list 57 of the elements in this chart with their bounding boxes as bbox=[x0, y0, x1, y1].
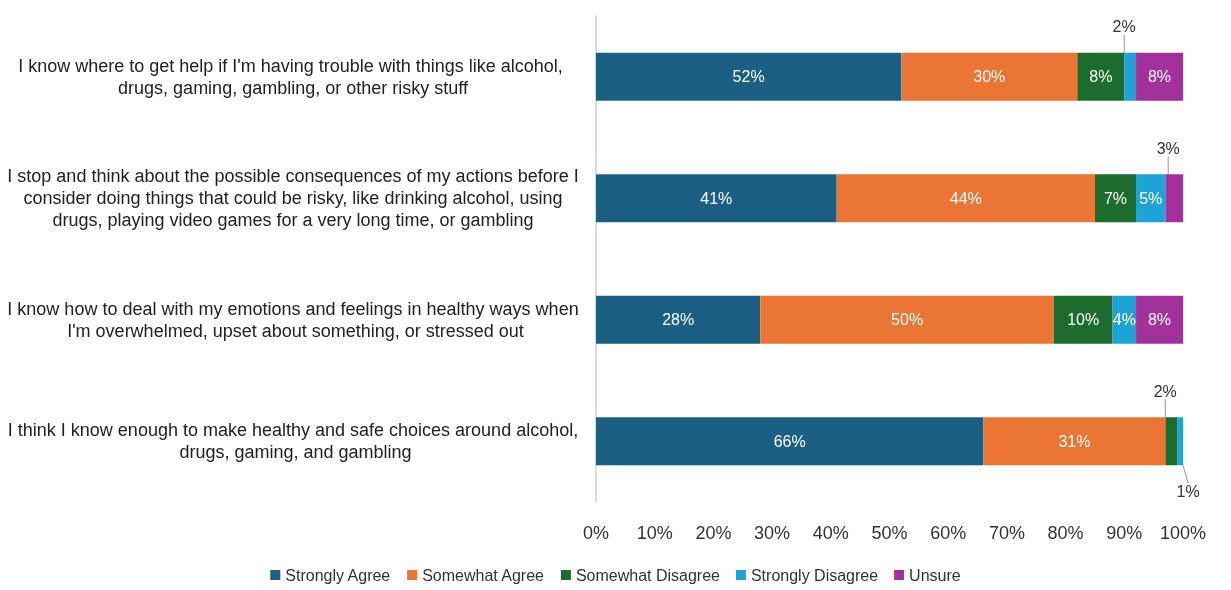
data-label: 52% bbox=[732, 68, 765, 86]
x-tick-label: 0% bbox=[582, 523, 610, 543]
legend-label: Strongly Disagree bbox=[750, 566, 879, 584]
data-label: 50% bbox=[891, 311, 924, 329]
data-label: 66% bbox=[773, 432, 806, 450]
legend-label: Unsure bbox=[909, 566, 961, 584]
bar bbox=[1136, 52, 1183, 101]
bar bbox=[836, 174, 1095, 223]
bar bbox=[760, 295, 1054, 344]
x-tick-label: 60% bbox=[930, 523, 967, 543]
bar bbox=[1177, 417, 1183, 466]
data-label: 8% bbox=[1147, 68, 1172, 86]
data-label: 3% bbox=[1156, 139, 1180, 157]
legend-label: Somewhat Agree bbox=[422, 566, 545, 584]
bar bbox=[596, 52, 902, 101]
x-tick-label: 80% bbox=[1047, 523, 1084, 543]
data-label: 5% bbox=[1139, 189, 1163, 207]
data-label: 2% bbox=[1153, 382, 1177, 400]
x-tick-label: 50% bbox=[871, 523, 908, 543]
bar bbox=[1077, 52, 1125, 101]
y-tick-label: I know where to get help if I'm having trouble with things like alcohol, drugs, gaming, gambling, or other risky stuff bbox=[18, 55, 568, 98]
x-tick-label: 30% bbox=[754, 523, 791, 543]
data-label: 4% bbox=[1112, 311, 1136, 329]
bar bbox=[1165, 174, 1183, 223]
data-label: 8% bbox=[1089, 68, 1113, 86]
data-label: 30% bbox=[973, 68, 1006, 86]
bar bbox=[983, 417, 1166, 466]
y-tick-label: I stop and think about the possible consequences of my actions before I consider doing things that could be risky, like drinking alcohol, using drugs, playing video games for a very long time, or gambling bbox=[7, 166, 579, 231]
bar bbox=[1165, 417, 1178, 466]
bar bbox=[596, 174, 837, 223]
bar bbox=[1124, 52, 1137, 101]
legend-label: Strongly Agree bbox=[285, 566, 391, 584]
bar bbox=[901, 52, 1078, 101]
data-label: 41% bbox=[700, 189, 733, 207]
legend-label: Somewhat Disagree bbox=[575, 566, 721, 584]
data-label: 7% bbox=[1103, 189, 1128, 207]
x-tick-label: 70% bbox=[988, 523, 1025, 543]
data-label: 10% bbox=[1067, 311, 1100, 329]
data-label: 1% bbox=[1176, 482, 1200, 500]
x-tick-label: 20% bbox=[695, 523, 732, 543]
x-tick-label: 100% bbox=[1159, 523, 1207, 543]
y-tick-label: I think I know enough to make healthy and safe choices around alcohol, drugs, gaming, and gambling bbox=[7, 420, 579, 463]
bar bbox=[596, 417, 984, 466]
bar bbox=[1136, 295, 1183, 344]
x-tick-label: 10% bbox=[636, 523, 673, 543]
x-tick-label: 40% bbox=[812, 523, 849, 543]
data-label: 8% bbox=[1147, 311, 1172, 329]
bar bbox=[1053, 295, 1113, 344]
data-label: 28% bbox=[662, 311, 695, 329]
bar bbox=[1094, 174, 1137, 223]
data-label: 44% bbox=[949, 189, 982, 207]
bar bbox=[1136, 174, 1166, 223]
data-label: 31% bbox=[1058, 432, 1091, 450]
y-tick-label: I know how to deal with my emotions and feelings in healthy ways when I'm overwhelmed, upset about something, or stressed out bbox=[7, 298, 579, 341]
bar bbox=[596, 295, 761, 344]
x-tick-label: 90% bbox=[1106, 523, 1143, 543]
data-label: 2% bbox=[1112, 18, 1136, 36]
